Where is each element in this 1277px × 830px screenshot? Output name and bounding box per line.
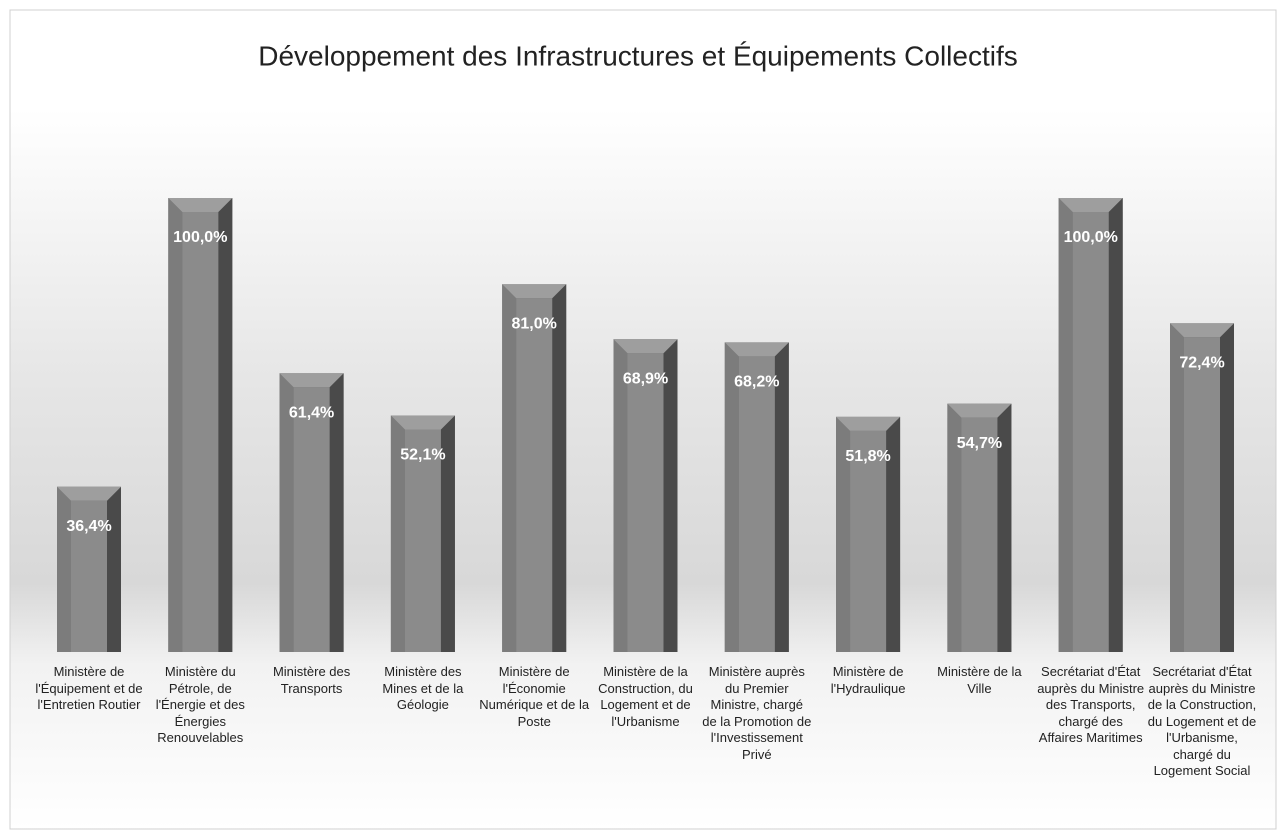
bar-face <box>1184 337 1220 652</box>
bar-bevel-top <box>947 403 1012 418</box>
bar-bevel-top <box>836 416 901 431</box>
data-label: 81,0% <box>512 315 557 332</box>
bar-bevel-right <box>440 415 455 652</box>
bar-bevel-left <box>947 403 962 652</box>
bar-face <box>404 429 441 652</box>
x-tick-label: Ministère auprès du Premier Ministre, ch… <box>702 664 812 762</box>
bar-bevel-left <box>836 416 851 652</box>
bar-bevel-left <box>390 415 405 652</box>
bar-bevel-top <box>613 339 678 354</box>
bar-bevel-right <box>552 284 567 652</box>
data-label: 72,4% <box>1179 355 1224 372</box>
bar-bevel-left <box>502 284 517 652</box>
data-label: 61,4% <box>289 404 334 421</box>
data-label: 36,4% <box>66 518 111 535</box>
bar-face <box>738 356 775 652</box>
x-tick-label: Ministère de l'Économie Numérique et de … <box>479 664 590 729</box>
bar-bevel-left <box>613 339 628 652</box>
bar-bevel-top <box>390 415 455 430</box>
bar-bevel-top <box>502 284 567 299</box>
x-tick-label: Ministère de la Construction, du Logemen… <box>598 664 693 729</box>
data-label: 68,9% <box>623 370 668 387</box>
bar-bevel-top <box>168 198 233 212</box>
bar-bevel-right <box>1108 198 1123 652</box>
bar-bevel-right <box>997 403 1012 652</box>
bar-face <box>1072 212 1109 652</box>
bar-bevel-top <box>724 342 789 357</box>
x-tick-label: Ministère de la Ville <box>937 664 1022 696</box>
data-label: 52,1% <box>400 447 445 464</box>
bar-bevel-left <box>168 198 183 652</box>
x-tick-label: Secrétariat d'État auprès du Ministre de… <box>1037 664 1145 745</box>
x-tick-label: Ministère des Transports <box>272 664 351 696</box>
data-label: 51,8% <box>845 448 890 465</box>
bar-bevel-left <box>1058 198 1073 652</box>
bar-face <box>961 417 998 652</box>
bar-bevel-right <box>1220 323 1234 652</box>
bar-bevel-right <box>218 198 233 652</box>
bar-bevel-left <box>1170 323 1184 652</box>
x-tick-label: Ministère du Pétrole, de l'Énergie et de… <box>155 664 245 745</box>
bar-bevel-left <box>57 486 71 652</box>
x-tick-label: Ministère des Mines et de la Géologie <box>382 664 464 712</box>
x-tick-label: Secrétariat d'État auprès du Ministre de… <box>1147 664 1257 778</box>
bar-bevel-right <box>886 416 901 652</box>
data-label: 100,0% <box>1064 229 1118 246</box>
bar-bevel-left <box>724 342 739 652</box>
x-tick-label: Ministère de l'Hydraulique <box>830 664 906 696</box>
bar-face <box>293 387 330 652</box>
bar-bevel-right <box>663 339 678 652</box>
bar-bevel-right <box>107 486 121 652</box>
bar-bevel-top <box>57 486 121 501</box>
bar-face <box>850 430 887 652</box>
bar-face <box>71 500 107 652</box>
bar-bevel-top <box>1170 323 1234 338</box>
data-label: 54,7% <box>957 435 1002 452</box>
bar-bevel-top <box>1058 198 1123 212</box>
bar-bevel-left <box>279 373 294 652</box>
x-tick-label: Ministère de l'Équipement et de l'Entret… <box>35 664 143 712</box>
bar-bevel-right <box>329 373 344 652</box>
chart-title: Développement des Infrastructures et Équ… <box>258 40 1018 71</box>
bar-bevel-right <box>774 342 789 652</box>
bar-face <box>182 212 219 652</box>
bar-face <box>516 298 553 652</box>
data-label: 68,2% <box>734 374 779 391</box>
bar-bevel-top <box>279 373 344 388</box>
data-label: 100,0% <box>173 229 227 246</box>
bar-face <box>627 353 664 652</box>
